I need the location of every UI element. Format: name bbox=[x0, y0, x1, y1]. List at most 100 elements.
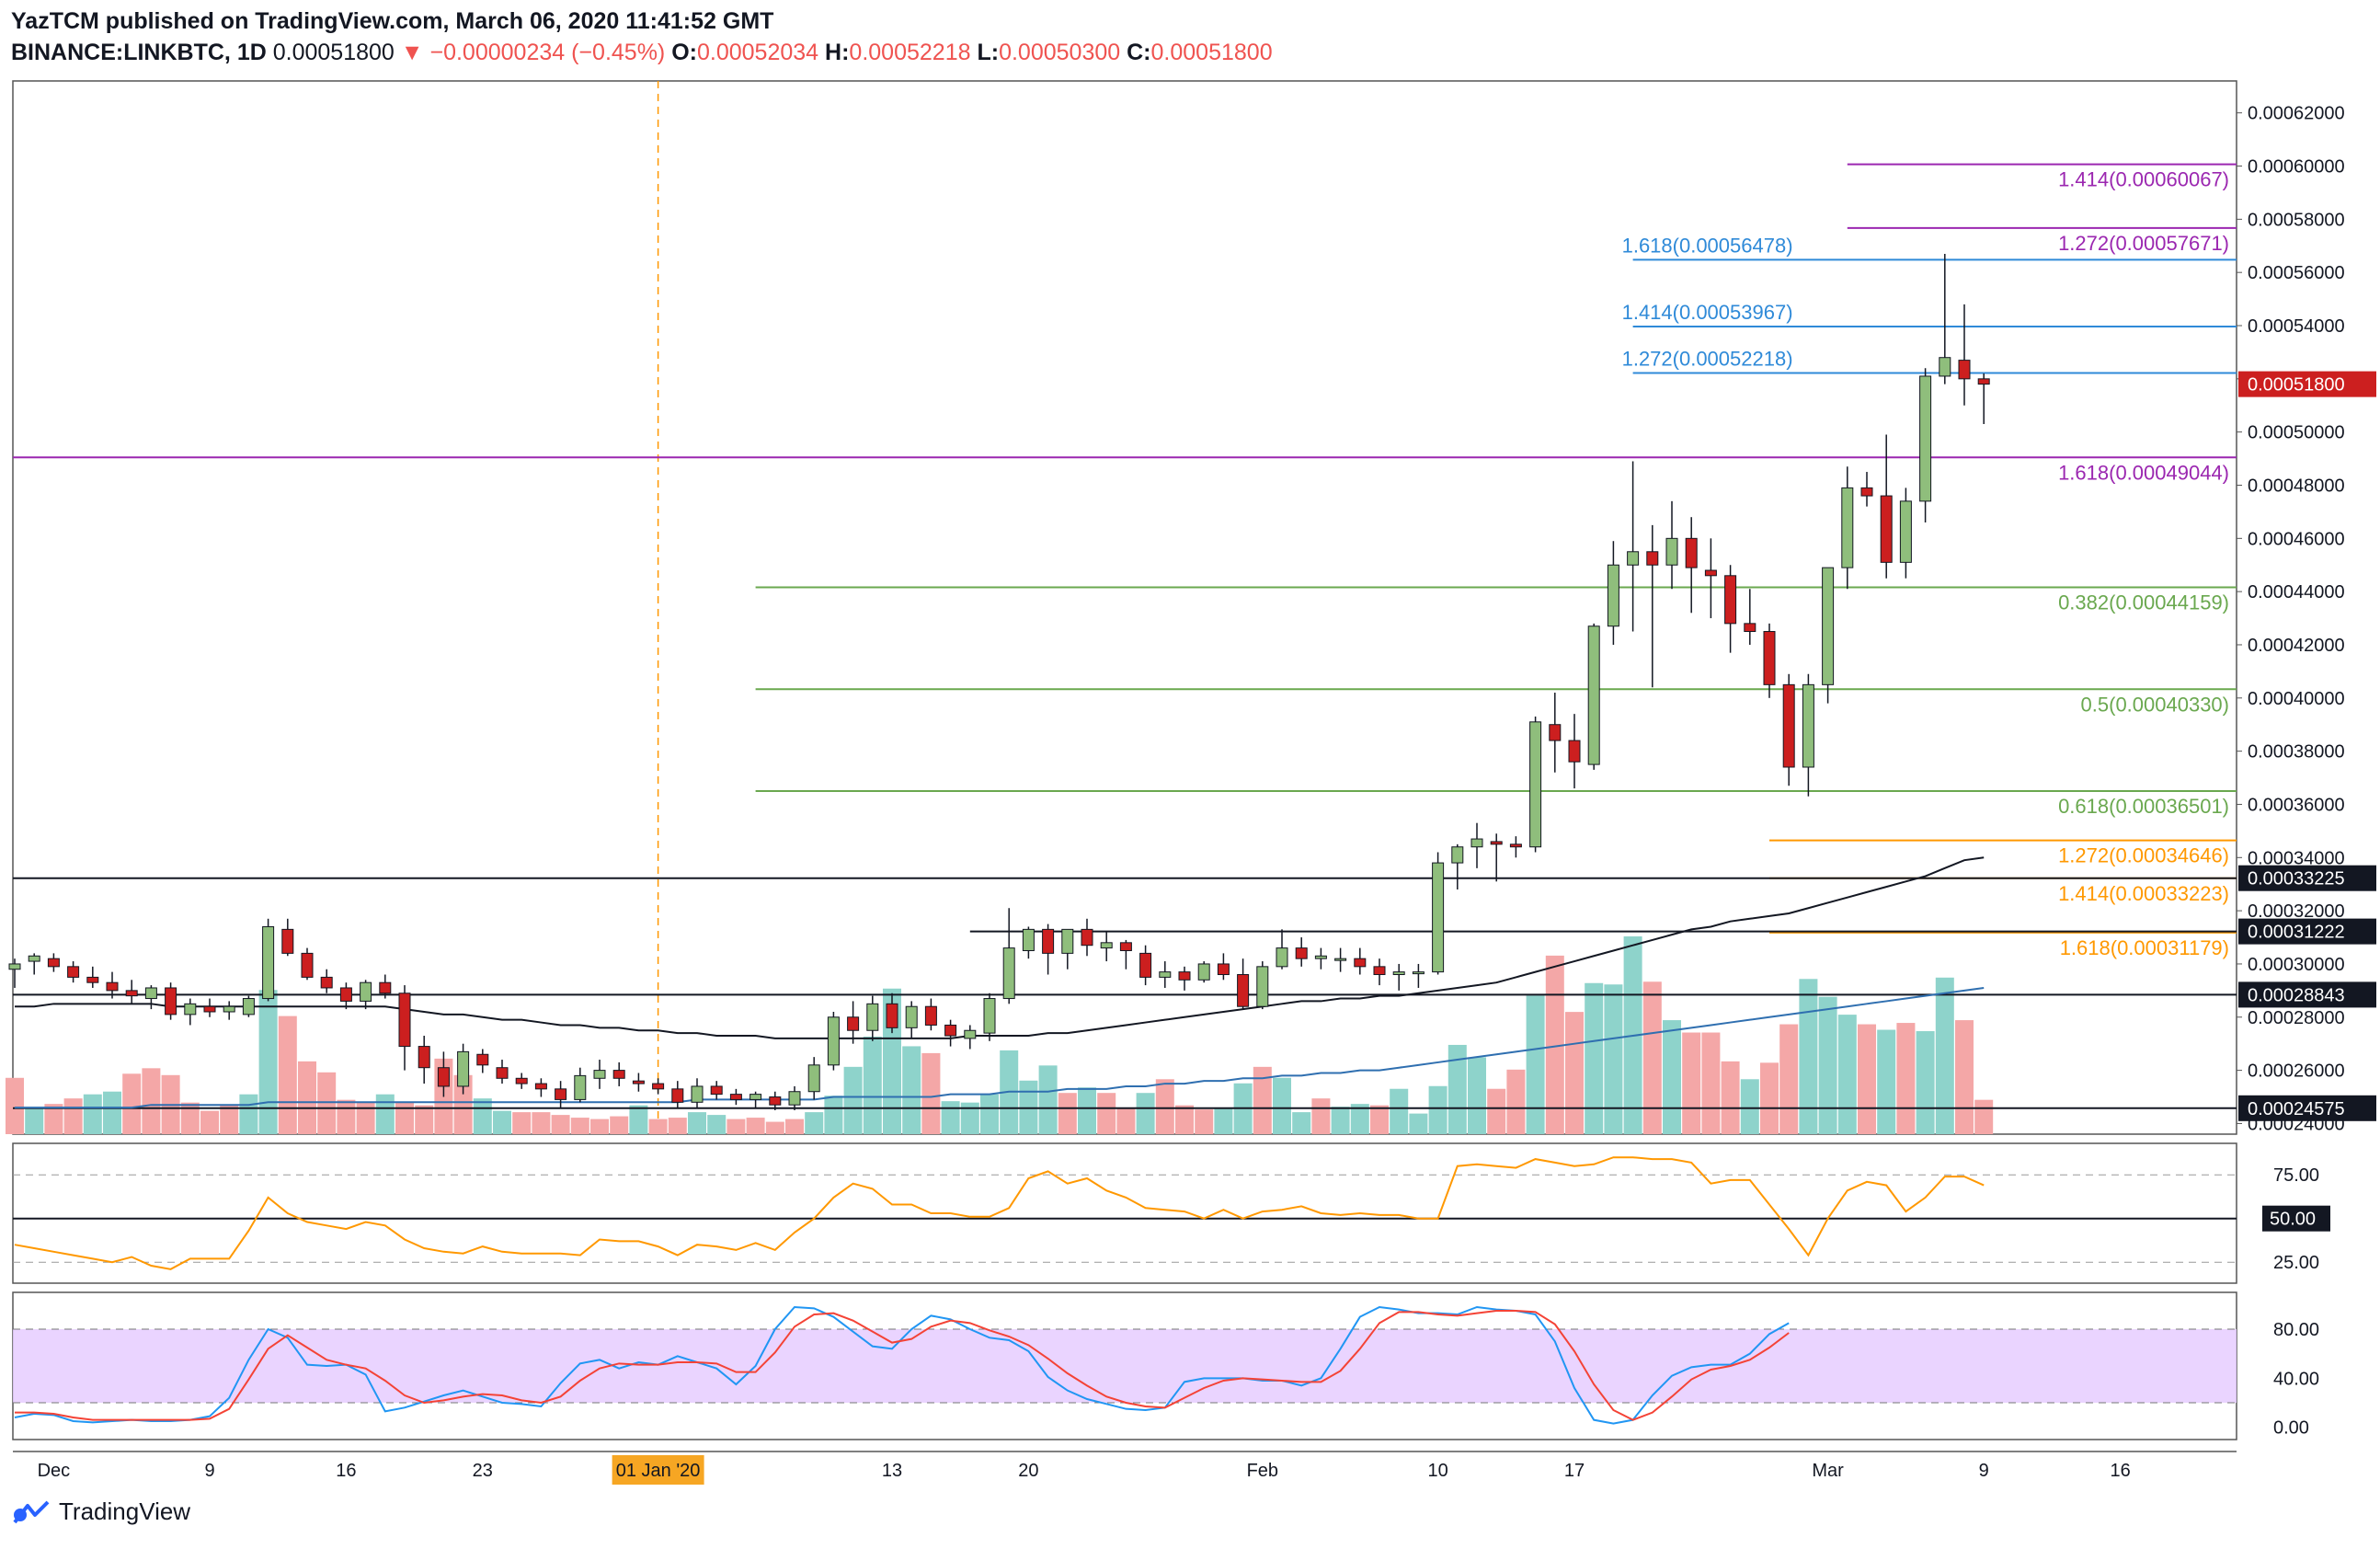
candle-body bbox=[1724, 575, 1737, 625]
price-tag bbox=[2238, 981, 2376, 1008]
volume-bar bbox=[356, 1102, 375, 1134]
volume-bar bbox=[980, 1094, 999, 1134]
candle-body bbox=[671, 1088, 684, 1103]
candle-body bbox=[1704, 569, 1717, 577]
candle-body bbox=[534, 1083, 547, 1090]
rsi-tick-label: 75.00 bbox=[2273, 1165, 2319, 1186]
candle-body bbox=[398, 993, 411, 1048]
volume-bar bbox=[1760, 1062, 1779, 1134]
price-tick-label: 0.00044000 bbox=[2248, 582, 2345, 602]
volume-bar bbox=[122, 1073, 142, 1134]
time-tick-label: 13 bbox=[882, 1461, 902, 1481]
volume-bar bbox=[1916, 1031, 1935, 1134]
volume-bar bbox=[1779, 1024, 1799, 1134]
price-tick-label: 0.00060000 bbox=[2248, 157, 2345, 178]
candle-body bbox=[1432, 862, 1445, 973]
price-tick-label: 0.00058000 bbox=[2248, 210, 2345, 230]
volume-bar bbox=[453, 1074, 473, 1134]
candle-body bbox=[476, 1053, 489, 1066]
volume-bar bbox=[1799, 979, 1818, 1134]
volume-bar bbox=[570, 1118, 589, 1134]
volume-bar bbox=[337, 1099, 356, 1134]
rsi-tick-label: 25.00 bbox=[2273, 1253, 2319, 1273]
price-tick-label: 0.00048000 bbox=[2248, 476, 2345, 496]
high-label: H: bbox=[825, 40, 850, 65]
candle-body bbox=[1822, 567, 1835, 685]
candle-body bbox=[496, 1067, 509, 1079]
candle-body bbox=[944, 1024, 957, 1037]
chart-header: YazTCM published on TradingView.com, Mar… bbox=[11, 6, 1273, 68]
price-tag-label: 0.00024575 bbox=[2248, 1099, 2345, 1119]
open-value: 0.00052034 bbox=[696, 40, 819, 65]
stoch-d-line bbox=[15, 1310, 1790, 1421]
publisher-line: YazTCM published on TradingView.com, Mar… bbox=[11, 6, 1273, 37]
price-tag-label: 0.00028843 bbox=[2248, 985, 2345, 1005]
candle-body bbox=[866, 1003, 879, 1031]
level-label: 1.414(0.00053967) bbox=[1622, 301, 1793, 324]
price-tag-label: 0.00031222 bbox=[2248, 923, 2345, 943]
high-value: 0.00052218 bbox=[849, 40, 971, 65]
level-label: 0.382(0.00044159) bbox=[2058, 591, 2229, 614]
time-tick-label: 17 bbox=[1564, 1461, 1585, 1481]
candle-body bbox=[1061, 928, 1074, 954]
candle-body bbox=[1880, 495, 1893, 563]
volume-bar bbox=[1058, 1093, 1077, 1134]
candle-body bbox=[593, 1070, 606, 1079]
volume-bar bbox=[395, 1102, 414, 1134]
candle-body bbox=[1314, 955, 1327, 959]
price-tag bbox=[2238, 371, 2376, 397]
candle-body bbox=[827, 1016, 840, 1066]
time-tick-label: 01 Jan '20 bbox=[616, 1461, 701, 1481]
volume-bar bbox=[220, 1105, 239, 1134]
volume-bar bbox=[25, 1107, 44, 1134]
candle-body bbox=[983, 998, 996, 1034]
volume-bar bbox=[843, 1066, 863, 1134]
price-tick-label: 0.00056000 bbox=[2248, 263, 2345, 283]
time-tick-label: 9 bbox=[1979, 1461, 1989, 1481]
volume-bar bbox=[63, 1098, 83, 1134]
price-tick-label: 0.00034000 bbox=[2248, 848, 2345, 868]
stoch-k-line bbox=[14, 1305, 1790, 1425]
tradingview-branding[interactable]: TradingView bbox=[13, 1497, 190, 1526]
level-label: 1.272(0.00057671) bbox=[2058, 232, 2229, 255]
candle-body bbox=[1763, 631, 1776, 685]
tradingview-brand: TradingView bbox=[59, 1497, 191, 1525]
volume-bar bbox=[415, 1105, 434, 1134]
candle-body bbox=[1802, 683, 1814, 768]
candle-body bbox=[1782, 683, 1795, 768]
candle-body bbox=[1178, 971, 1191, 981]
candle-body bbox=[1159, 971, 1172, 978]
candle-body bbox=[1373, 966, 1386, 976]
volume-bar bbox=[1292, 1112, 1311, 1134]
volume-bar bbox=[902, 1046, 921, 1134]
candle-body bbox=[165, 987, 177, 1015]
volume-bar bbox=[258, 990, 278, 1134]
volume-bar bbox=[44, 1104, 63, 1134]
volume-bar bbox=[1858, 1024, 1876, 1134]
level-label: 1.618(0.00049044) bbox=[2058, 461, 2229, 484]
candle-body bbox=[184, 1003, 197, 1015]
volume-bar bbox=[1214, 1107, 1233, 1134]
candle-body bbox=[788, 1091, 801, 1106]
price-tag bbox=[2238, 865, 2376, 891]
volume-bar bbox=[1468, 1057, 1486, 1134]
close-label: C: bbox=[1127, 40, 1151, 65]
candle-body bbox=[807, 1064, 820, 1093]
price-tick-label: 0.00042000 bbox=[2248, 636, 2345, 656]
candle-body bbox=[1919, 375, 1932, 502]
candle-body bbox=[1490, 841, 1503, 845]
time-tick-label: 20 bbox=[1018, 1461, 1038, 1481]
volume-bar bbox=[668, 1118, 687, 1134]
candle-body bbox=[1744, 623, 1756, 633]
volume-bar bbox=[512, 1112, 532, 1134]
close-value: 0.00051800 bbox=[1150, 40, 1273, 65]
candle-body bbox=[242, 998, 255, 1015]
volume-bar bbox=[610, 1116, 629, 1134]
rsi-tag-label: 50.00 bbox=[2270, 1210, 2316, 1230]
candle-body bbox=[1295, 947, 1308, 959]
volume-bar bbox=[1818, 996, 1837, 1134]
open-label: O: bbox=[671, 40, 697, 65]
candle-body bbox=[1081, 928, 1093, 947]
candle-body bbox=[1549, 724, 1562, 741]
